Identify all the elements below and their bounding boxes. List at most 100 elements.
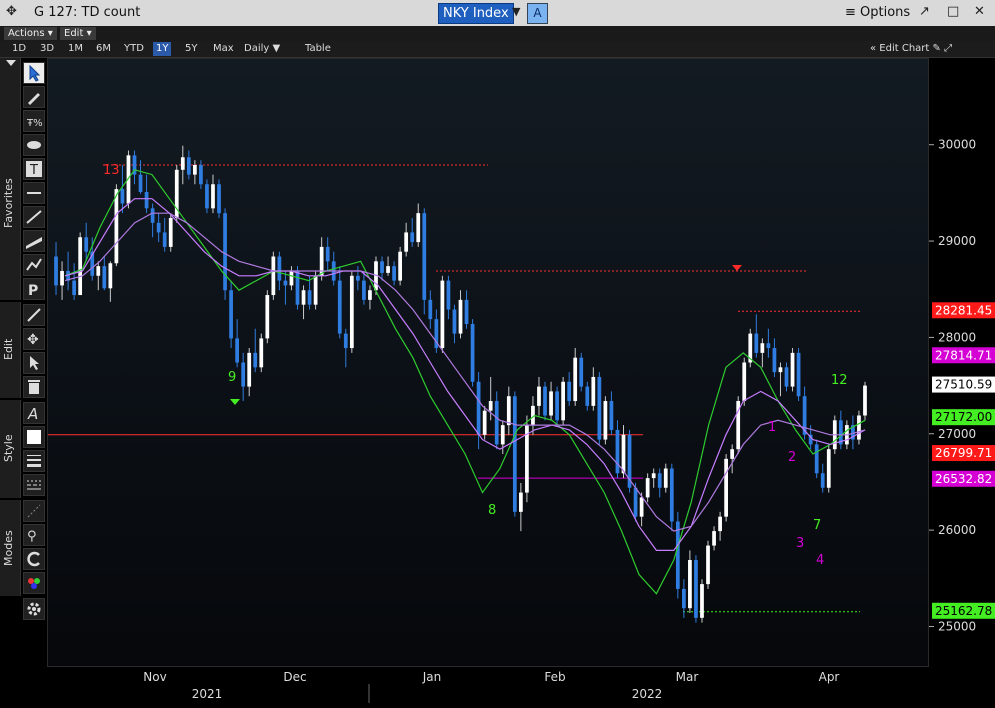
month-label: Apr <box>819 670 840 684</box>
candle-body <box>742 362 747 402</box>
year-label: 2021 <box>192 687 223 701</box>
fibonacci-icon[interactable]: Ŧ% <box>23 110 45 132</box>
chevron-down-icon[interactable]: ▼ <box>512 5 521 18</box>
chart-plot-area[interactable]: 9 8 7 1 2 3 4 12 13 <box>47 58 929 667</box>
candle-body <box>78 237 83 296</box>
select-tool-icon[interactable] <box>23 352 45 374</box>
pen-draw-icon[interactable] <box>23 86 45 108</box>
magnet-mode-icon[interactable]: ⚲ <box>23 524 45 546</box>
candle-body <box>108 263 113 289</box>
font-style-icon[interactable]: A <box>23 402 45 424</box>
edit-menu[interactable]: Edit ▾ <box>60 27 96 40</box>
candle-body <box>778 367 783 373</box>
price-label-box <box>932 347 995 364</box>
close-icon[interactable]: ✕ <box>974 4 985 19</box>
line-chart-icon[interactable] <box>23 254 45 276</box>
maximize-icon[interactable]: □ <box>947 4 960 19</box>
price-label-text: 26799.71 <box>935 446 992 460</box>
candle-body <box>307 290 312 305</box>
menu-bar: Actions ▾ Edit ▾ <box>0 26 995 41</box>
candle-body <box>488 401 493 411</box>
ellipse-tool-icon[interactable] <box>23 134 45 156</box>
candle-body <box>102 266 107 289</box>
candle-body <box>760 343 765 353</box>
line-width-icon[interactable] <box>23 450 45 472</box>
month-label: Dec <box>283 670 306 684</box>
candle-body <box>386 266 390 273</box>
trash-icon[interactable] <box>23 376 45 398</box>
palette-icon[interactable] <box>23 572 45 594</box>
edit-chart-button[interactable]: « Edit Chart ✎ ⤢ <box>870 43 953 54</box>
range-ytd[interactable]: YTD <box>124 43 144 54</box>
td-count-label: 8 <box>488 503 496 518</box>
candle-body <box>500 425 505 445</box>
candle-body <box>470 323 475 382</box>
candle-body <box>229 290 233 339</box>
range-1d[interactable]: 1D <box>12 43 27 54</box>
month-label: Jan <box>422 670 442 684</box>
candle-body <box>555 391 559 421</box>
candle-body <box>289 270 294 286</box>
price-label-text: 27510.59 <box>935 378 992 392</box>
a-button[interactable]: A <box>527 3 548 24</box>
horizontal-line-icon[interactable] <box>23 182 45 204</box>
collapse-arrow-icon[interactable] <box>6 60 16 66</box>
settings-gear-icon[interactable] <box>23 598 45 620</box>
price-label-text: 26532.82 <box>935 472 992 486</box>
candle-body <box>283 280 288 286</box>
candle-body <box>60 270 64 286</box>
candle-body <box>772 348 777 373</box>
frequency-dropdown[interactable]: Daily ▼ <box>244 43 281 54</box>
candle-body <box>368 290 372 300</box>
edit-pencil-icon[interactable] <box>23 304 45 326</box>
candle-body <box>700 584 704 618</box>
candle-body <box>549 391 553 416</box>
range-3d[interactable]: 3D <box>40 43 55 54</box>
svg-text:⚲: ⚲ <box>27 529 37 544</box>
pitchfork-icon[interactable]: P <box>23 278 45 300</box>
candle-body <box>343 333 348 349</box>
move-tool-icon[interactable]: ✥ <box>23 328 45 350</box>
cycle-mode-icon[interactable] <box>23 548 45 570</box>
candle-body <box>446 280 451 310</box>
options-menu[interactable]: ≡ Options <box>845 5 910 20</box>
window-title: G 127: TD count <box>34 5 141 20</box>
month-label: Nov <box>143 670 166 684</box>
td-count-label: 9 <box>228 370 236 385</box>
price-chart[interactable]: 9 8 7 12 34 12 13 <box>48 59 928 666</box>
table-button[interactable]: Table <box>305 43 331 54</box>
channel-tool-icon[interactable] <box>23 230 45 252</box>
ticker-input[interactable]: NKY Index <box>438 3 514 24</box>
move-icon[interactable]: ✥ <box>6 4 17 19</box>
candle-body <box>84 237 89 252</box>
actions-menu[interactable]: Actions ▾ <box>4 27 57 40</box>
time-axis[interactable]: Nov Dec Jan Feb Mar Apr 2021 2022 <box>47 667 929 704</box>
candle-body <box>241 362 246 387</box>
candle-body <box>591 376 596 406</box>
price-label-box <box>932 302 995 319</box>
favorites-section: Favorites <box>0 58 21 300</box>
price-tick-label: 26000 <box>938 523 976 537</box>
text-tool-icon[interactable]: T <box>23 158 45 180</box>
candle-body <box>120 189 125 204</box>
price-label-text: 25162.78 <box>935 604 992 618</box>
crosshair-mode-icon[interactable] <box>23 500 45 522</box>
candle-body <box>639 497 644 517</box>
line-style-icon[interactable] <box>23 474 45 496</box>
trend-line-icon[interactable] <box>23 206 45 228</box>
candle-body <box>621 434 626 474</box>
color-picker-icon[interactable] <box>23 426 45 448</box>
moving-average-line <box>64 198 866 551</box>
candle-body <box>428 299 433 320</box>
candle-body <box>72 280 77 296</box>
favorites-label: Favorites <box>2 178 15 228</box>
range-1y[interactable]: 1Y <box>153 42 172 56</box>
td-count-label: 4 <box>816 553 824 568</box>
range-1m[interactable]: 1M <box>68 43 83 54</box>
pointer-tool-icon[interactable] <box>23 62 45 84</box>
range-max[interactable]: Max <box>213 43 234 54</box>
popout-icon[interactable]: ↗ <box>919 4 930 19</box>
range-6m[interactable]: 6M <box>96 43 111 54</box>
range-5y[interactable]: 5Y <box>185 43 198 54</box>
price-axis[interactable]: 25000 26000 27000 28000 29000 30000 28281.45 27… <box>929 58 995 704</box>
